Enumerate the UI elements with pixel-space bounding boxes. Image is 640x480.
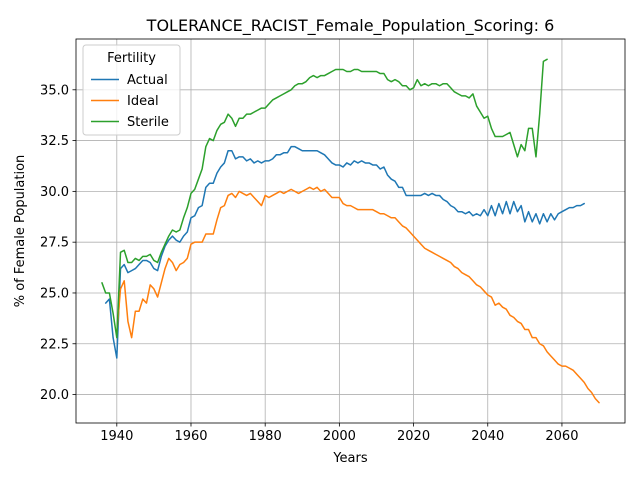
series-layer: [101, 58, 600, 404]
y-tick-label: 30.0: [40, 185, 69, 200]
y-tick-label: 35.0: [40, 83, 69, 98]
y-axis: 20.0 22.5 25.0 27.5 30.0 32.5 35.0: [40, 83, 76, 403]
y-tick-label: 20.0: [40, 388, 69, 403]
y-axis-label: % of Female Population: [13, 155, 28, 308]
plot-frame: [75, 38, 626, 424]
legend: Fertility Actual Ideal Sterile: [82, 44, 181, 136]
grid: [76, 39, 625, 423]
x-tick-label: 1940: [100, 429, 133, 444]
y-tick-label: 25.0: [40, 286, 69, 301]
x-tick-label: 2060: [545, 429, 578, 444]
x-axis-label: Years: [332, 451, 368, 466]
y-tick-label: 22.5: [40, 337, 69, 352]
legend-label-sterile: Sterile: [127, 115, 169, 130]
legend-label-ideal: Ideal: [127, 94, 159, 109]
legend-label-actual: Actual: [127, 73, 168, 88]
legend-entries: Actual Ideal Sterile: [91, 73, 169, 130]
x-tick-label: 1980: [249, 429, 282, 444]
x-tick-label: 2020: [397, 429, 430, 444]
y-tick-label: 27.5: [40, 236, 69, 251]
y-tick-label: 32.5: [40, 134, 69, 149]
x-tick-label: 2040: [471, 429, 504, 444]
x-axis: 1940 1960 1980 2000 2020 2040 2060: [100, 423, 578, 444]
legend-box: [82, 44, 181, 136]
x-tick-label: 1960: [174, 429, 207, 444]
series-line-sterile: [101, 58, 548, 339]
series-line-ideal: [116, 186, 600, 404]
chart-title: TOLERANCE_RACIST_Female_Population_Scori…: [146, 16, 555, 36]
x-tick-label: 2000: [323, 429, 356, 444]
legend-title: Fertility: [107, 51, 156, 66]
series-line-actual: [104, 145, 585, 359]
